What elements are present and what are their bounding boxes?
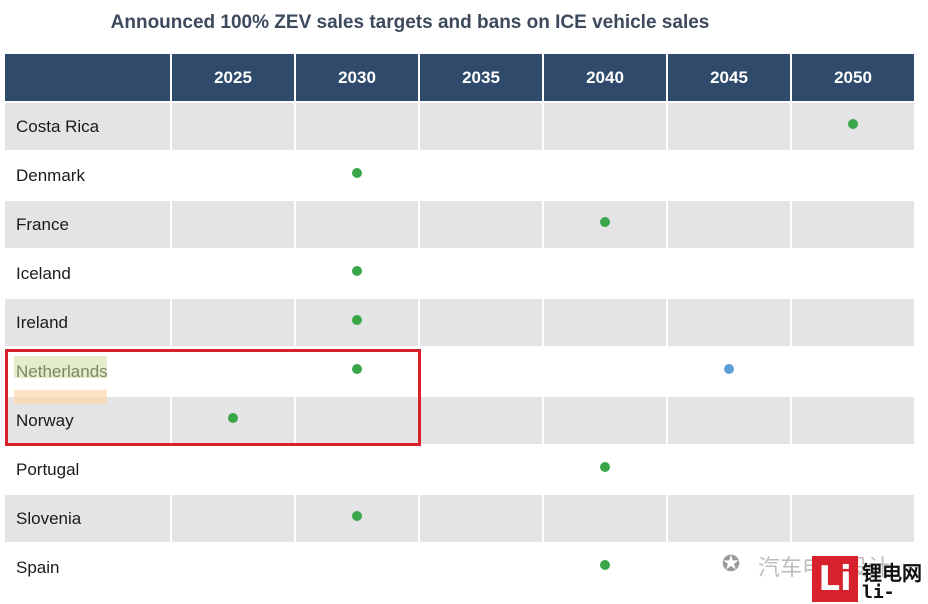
country-label: Ireland — [5, 299, 172, 346]
table-cell — [296, 250, 420, 297]
column-header-2035: 2035 — [420, 54, 544, 101]
target-dot-green — [600, 216, 610, 227]
column-header-2045: 2045 — [668, 54, 792, 101]
highlighter-mark — [14, 390, 107, 404]
table-cell — [792, 152, 916, 199]
logo-name: 锂电网 — [862, 561, 922, 585]
table-cell — [668, 348, 792, 395]
table-cell — [544, 201, 668, 248]
target-dot-green — [352, 510, 362, 521]
table-cell — [544, 250, 668, 297]
table-cell — [792, 397, 916, 444]
table-cell — [544, 544, 668, 591]
table-cell — [172, 544, 296, 591]
table-title: Announced 100% ZEV sales targets and ban… — [110, 12, 710, 33]
table-cell — [668, 446, 792, 493]
table-cell — [668, 299, 792, 346]
table-cell — [172, 397, 296, 444]
country-label: Costa Rica — [5, 103, 172, 150]
country-label: Norway — [5, 397, 172, 444]
table-cell — [296, 397, 420, 444]
table-cell — [792, 103, 916, 150]
table-cell — [668, 152, 792, 199]
table-cell — [668, 544, 792, 591]
table-cell — [420, 544, 544, 591]
table-cell — [296, 495, 420, 542]
table-cell — [172, 103, 296, 150]
table-cell — [172, 299, 296, 346]
country-label: Iceland — [5, 250, 172, 297]
target-dot-green — [600, 461, 610, 472]
column-header-2030: 2030 — [296, 54, 420, 101]
target-dot-green — [352, 363, 362, 374]
table-cell — [296, 201, 420, 248]
table-cell — [420, 152, 544, 199]
table-cell — [668, 250, 792, 297]
country-label: France — [5, 201, 172, 248]
table-cell — [296, 152, 420, 199]
table-cell — [792, 495, 916, 542]
table-cell — [420, 299, 544, 346]
target-dot-green — [352, 167, 362, 178]
country-label: Denmark — [5, 152, 172, 199]
table-cell — [544, 103, 668, 150]
logo: Li — [812, 556, 858, 602]
table-cell — [420, 397, 544, 444]
targets-table: 2025 2030 2035 2040 2045 2050 Costa Rica Denmar… — [5, 54, 918, 591]
table-cell — [668, 397, 792, 444]
table-cell — [172, 201, 296, 248]
table-cell — [420, 495, 544, 542]
table-cell — [172, 250, 296, 297]
highlighter-mark — [14, 356, 107, 378]
table-cell — [792, 446, 916, 493]
logo-url: li-b.cn — [862, 582, 905, 604]
target-dot-green — [352, 314, 362, 325]
wechat-icon: ✪ — [721, 551, 741, 576]
table-cell — [172, 348, 296, 395]
table-cell — [420, 446, 544, 493]
table-cell — [544, 397, 668, 444]
header-corner — [5, 54, 172, 101]
table-cell — [296, 446, 420, 493]
country-label: Slovenia — [5, 495, 172, 542]
table-cell — [544, 446, 668, 493]
table-cell — [668, 201, 792, 248]
table-cell — [792, 299, 916, 346]
column-header-2050: 2050 — [792, 54, 916, 101]
country-label: Spain — [5, 544, 172, 591]
table-cell — [544, 495, 668, 542]
target-dot-green — [228, 412, 238, 423]
table-cell — [420, 250, 544, 297]
target-dot-green — [600, 559, 610, 570]
target-dot-green — [352, 265, 362, 276]
table-cell — [172, 446, 296, 493]
table-cell — [420, 201, 544, 248]
table-cell — [668, 103, 792, 150]
table-cell — [668, 495, 792, 542]
table-cell — [544, 348, 668, 395]
table-cell — [544, 152, 668, 199]
table-cell — [420, 103, 544, 150]
table-cell — [792, 250, 916, 297]
column-header-2040: 2040 — [544, 54, 668, 101]
country-label: Portugal — [5, 446, 172, 493]
table-cell — [296, 299, 420, 346]
table-cell — [296, 103, 420, 150]
table-cell — [792, 201, 916, 248]
table-cell — [172, 152, 296, 199]
table-cell — [296, 348, 420, 395]
table-cell — [792, 348, 916, 395]
table-cell — [172, 495, 296, 542]
target-dot-green — [848, 118, 858, 129]
column-header-2025: 2025 — [172, 54, 296, 101]
table-cell — [420, 348, 544, 395]
target-dot-blue — [724, 363, 734, 374]
table-cell — [544, 299, 668, 346]
table-cell — [296, 544, 420, 591]
